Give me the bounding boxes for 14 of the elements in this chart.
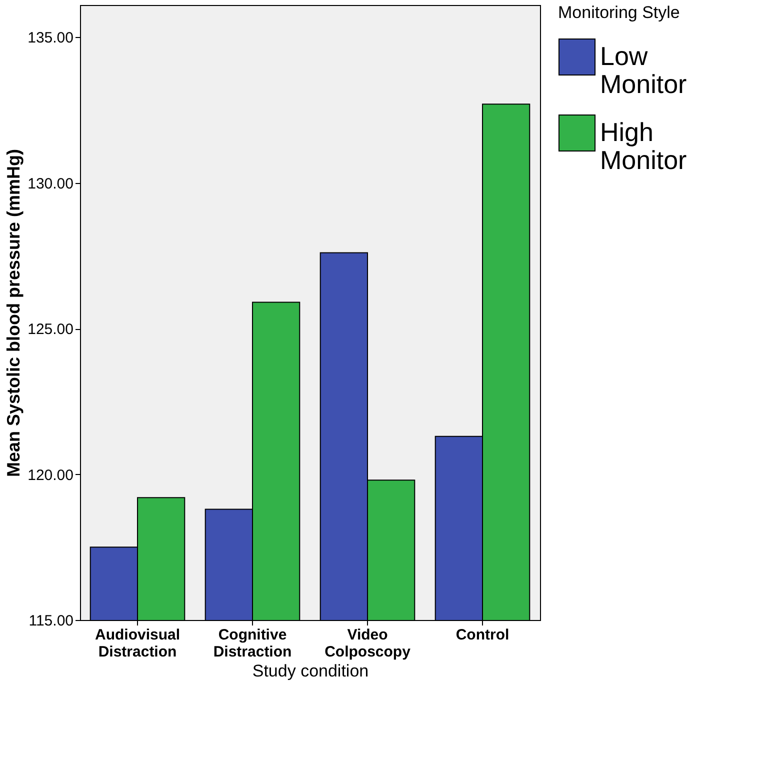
legend-label: Low Monitor	[600, 41, 688, 99]
x-axis-title: Study condition	[252, 662, 369, 680]
legend-label: High Monitor	[600, 117, 688, 175]
y-tick-label: 125.00	[28, 321, 74, 338]
x-tick-label: Cognitive Distraction	[213, 626, 292, 660]
y-axis-title: Mean Systolic blood pressure (mmHg)	[4, 148, 24, 478]
legend-title: Monitoring Style	[558, 3, 680, 22]
y-tick-label: 120.00	[28, 466, 74, 484]
x-tick-label: Video Colposcopy	[324, 626, 412, 660]
y-tick-label: 130.00	[28, 175, 74, 192]
x-tick-label: Control	[456, 626, 510, 644]
y-tick-label: 115.00	[28, 612, 74, 630]
y-tick-label: 135.00	[28, 30, 74, 47]
x-tick-label: Audiovisual Distraction	[94, 626, 180, 660]
